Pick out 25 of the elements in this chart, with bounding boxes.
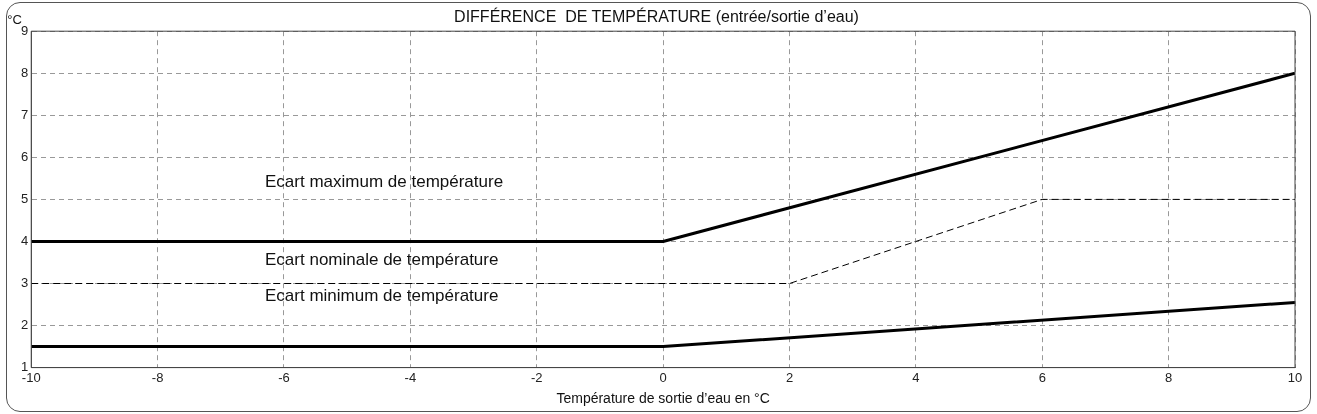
x-tick-label: -6	[278, 369, 290, 385]
x-tick-label: 6	[1038, 369, 1046, 385]
y-tick-label: 5	[21, 190, 29, 206]
y-tick-label: 3	[21, 275, 29, 291]
x-tick-label: 10	[1287, 369, 1303, 385]
y-tick-label: 2	[21, 317, 29, 333]
y-tick-label: 7	[21, 106, 29, 122]
x-tick-label: -2	[530, 369, 543, 385]
annotation: Ecart minimum de température	[265, 285, 499, 305]
x-tick-label: -4	[404, 369, 417, 385]
y-tick-label: 6	[21, 148, 29, 164]
y-axis-title: °C	[7, 12, 22, 28]
chart-title: DIFFÉRENCE DE TEMPÉRATURE (entrée/sortie d’eau)	[454, 7, 859, 26]
x-axis-title: Température de sortie d’eau en °C	[556, 390, 770, 407]
x-tick-label: 0	[659, 369, 667, 385]
x-tick-label: -8	[151, 369, 164, 385]
x-tick-label: 4	[912, 369, 920, 385]
y-tick-label: 8	[21, 64, 29, 80]
y-tick-label: 9	[21, 22, 29, 38]
x-tick-label: 8	[1165, 369, 1173, 385]
annotation: Ecart nominale de température	[265, 250, 499, 270]
annotation: Ecart maximum de température	[265, 172, 504, 192]
y-tick-label: 4	[21, 233, 29, 249]
x-tick-label: 2	[785, 369, 794, 385]
y-tick-label: 1	[21, 359, 29, 375]
